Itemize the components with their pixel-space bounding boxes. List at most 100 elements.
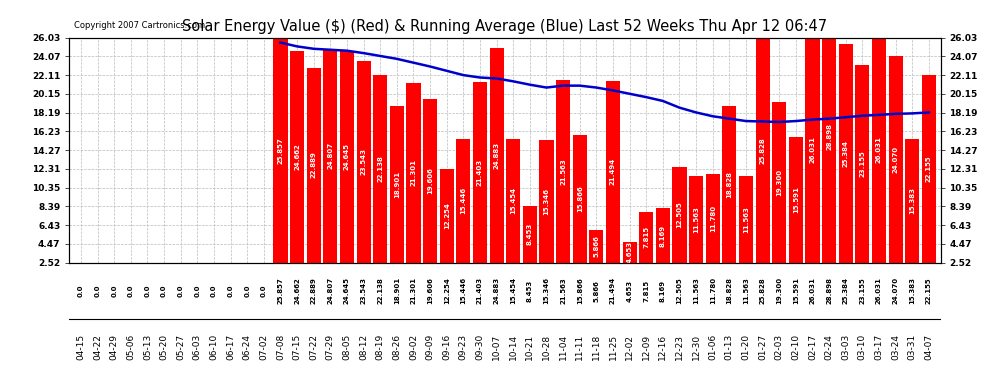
- Text: 05-20: 05-20: [159, 334, 168, 360]
- Text: 0.0: 0.0: [194, 284, 200, 297]
- Text: 26.031: 26.031: [876, 136, 882, 164]
- Text: 12-30: 12-30: [692, 334, 701, 360]
- Bar: [822, 10, 837, 286]
- Text: 21.403: 21.403: [477, 159, 483, 186]
- Text: 0.0: 0.0: [145, 284, 150, 297]
- Bar: [806, 38, 820, 286]
- Text: 11.563: 11.563: [693, 277, 699, 304]
- Text: 15.454: 15.454: [510, 187, 516, 214]
- Text: 25.828: 25.828: [759, 138, 765, 164]
- Text: 12-23: 12-23: [675, 334, 684, 360]
- Text: 15.454: 15.454: [510, 277, 516, 304]
- Text: 03-03: 03-03: [842, 334, 850, 360]
- Text: 15.383: 15.383: [909, 188, 915, 214]
- Text: 8.169: 8.169: [660, 280, 666, 302]
- Bar: [307, 68, 321, 286]
- Text: 19.300: 19.300: [776, 277, 782, 304]
- Text: 24.883: 24.883: [494, 142, 500, 169]
- Text: 11.780: 11.780: [710, 277, 716, 304]
- Text: 04-29: 04-29: [110, 334, 119, 360]
- Bar: [324, 49, 338, 286]
- Text: 10-28: 10-28: [542, 334, 551, 360]
- Text: 0.0: 0.0: [228, 284, 234, 297]
- Text: 22.155: 22.155: [926, 278, 932, 304]
- Text: 8.453: 8.453: [527, 279, 533, 302]
- Bar: [789, 137, 803, 286]
- Text: 22.155: 22.155: [926, 155, 932, 182]
- Text: 12.254: 12.254: [444, 202, 449, 229]
- Bar: [672, 167, 686, 286]
- Text: 12-02: 12-02: [625, 334, 634, 360]
- Text: 21.301: 21.301: [411, 159, 417, 186]
- Text: 05-27: 05-27: [176, 334, 185, 360]
- Text: 03-17: 03-17: [874, 334, 883, 360]
- Text: 07-22: 07-22: [309, 334, 318, 360]
- Text: 19.300: 19.300: [776, 169, 782, 196]
- Bar: [640, 212, 653, 286]
- Text: 02-03: 02-03: [775, 334, 784, 360]
- Text: 08-26: 08-26: [392, 334, 401, 360]
- Text: 24.807: 24.807: [328, 277, 334, 304]
- Text: 8.169: 8.169: [660, 224, 666, 246]
- Text: 01-06: 01-06: [708, 334, 717, 360]
- Text: 22.889: 22.889: [311, 277, 317, 304]
- Text: 24.807: 24.807: [328, 142, 334, 170]
- Text: 06-17: 06-17: [226, 334, 235, 360]
- Text: 23.543: 23.543: [360, 148, 366, 176]
- Text: 23.543: 23.543: [360, 277, 366, 304]
- Text: 25.857: 25.857: [277, 138, 283, 164]
- Text: 12.505: 12.505: [676, 277, 682, 304]
- Text: 24.070: 24.070: [893, 146, 899, 173]
- Text: 06-24: 06-24: [243, 334, 251, 360]
- Bar: [723, 106, 737, 286]
- Bar: [290, 51, 304, 286]
- Text: 01-13: 01-13: [725, 334, 734, 360]
- Bar: [839, 44, 852, 286]
- Text: 0.0: 0.0: [245, 284, 250, 297]
- Text: 21.494: 21.494: [610, 277, 616, 304]
- Text: 01-27: 01-27: [758, 334, 767, 360]
- Bar: [689, 176, 703, 286]
- Text: 22.138: 22.138: [377, 155, 383, 182]
- Text: 0.0: 0.0: [111, 284, 117, 297]
- Text: 19.606: 19.606: [427, 167, 433, 194]
- Text: 0.0: 0.0: [211, 284, 217, 297]
- Bar: [755, 39, 769, 286]
- Text: 11.780: 11.780: [710, 205, 716, 232]
- Text: 04-22: 04-22: [93, 334, 102, 360]
- Bar: [556, 80, 570, 286]
- Bar: [706, 174, 720, 286]
- Text: 06-03: 06-03: [193, 334, 202, 360]
- Text: 11-25: 11-25: [609, 334, 618, 360]
- Text: 06-10: 06-10: [210, 334, 219, 360]
- Bar: [489, 48, 504, 286]
- Bar: [473, 82, 487, 286]
- Text: 05-13: 05-13: [143, 334, 151, 360]
- Bar: [872, 38, 886, 286]
- Text: 22.889: 22.889: [311, 152, 317, 178]
- Text: 26.031: 26.031: [876, 277, 882, 304]
- Bar: [506, 139, 521, 286]
- Bar: [623, 242, 637, 286]
- Title: Solar Energy Value ($) (Red) & Running Average (Blue) Last 52 Weeks Thu Apr 12 0: Solar Energy Value ($) (Red) & Running A…: [182, 18, 828, 33]
- Text: 02-17: 02-17: [808, 334, 817, 360]
- Text: 11.563: 11.563: [742, 206, 749, 232]
- Bar: [905, 140, 920, 286]
- Bar: [772, 102, 786, 286]
- Text: 07-02: 07-02: [259, 334, 268, 360]
- Text: 21.494: 21.494: [610, 158, 616, 185]
- Text: 11.563: 11.563: [693, 206, 699, 232]
- Text: 11-04: 11-04: [558, 334, 567, 360]
- Text: 25.384: 25.384: [842, 140, 848, 166]
- Text: 8.453: 8.453: [527, 223, 533, 245]
- Text: 03-10: 03-10: [858, 334, 867, 360]
- Text: 24.662: 24.662: [294, 143, 300, 170]
- Text: 15.446: 15.446: [460, 277, 466, 304]
- Text: 18.828: 18.828: [727, 171, 733, 198]
- Text: 01-20: 01-20: [742, 334, 750, 360]
- Bar: [440, 170, 453, 286]
- Text: 5.866: 5.866: [593, 280, 599, 302]
- Text: 15.591: 15.591: [793, 186, 799, 213]
- Bar: [889, 56, 903, 286]
- Text: 23.155: 23.155: [859, 150, 865, 177]
